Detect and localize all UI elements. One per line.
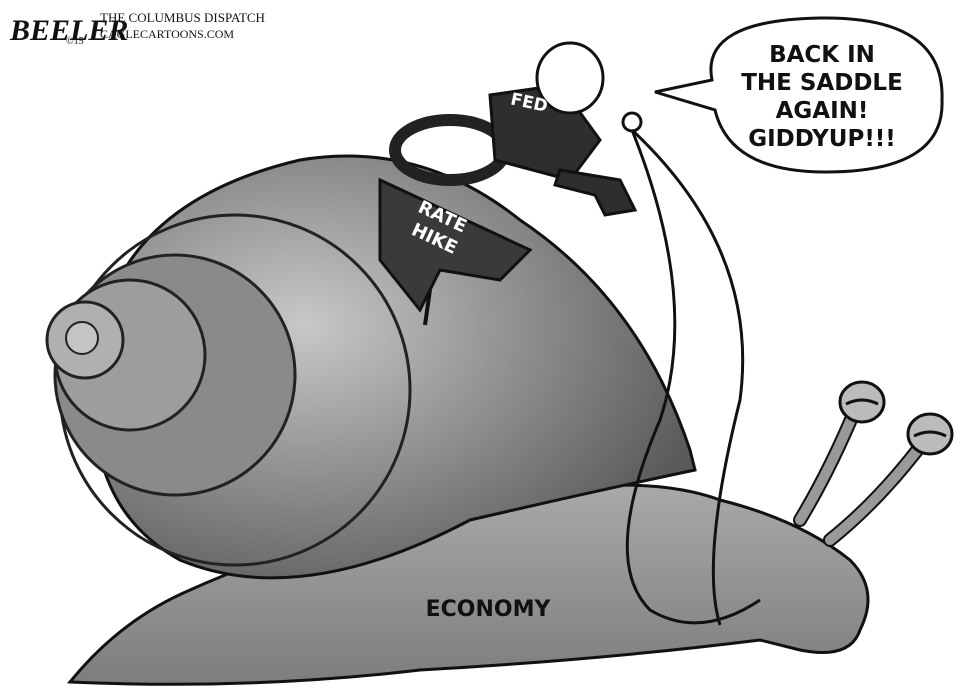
publication: THE COLUMBUS DISPATCH — [100, 10, 265, 25]
rein — [630, 128, 745, 626]
eye — [906, 412, 954, 456]
rein — [625, 129, 761, 625]
eye — [838, 380, 886, 424]
speech-line: THE SADDLE — [741, 70, 903, 96]
stirrup-strap — [423, 289, 432, 326]
copyright: ©15 — [66, 36, 84, 47]
tentacle-fill — [795, 405, 860, 525]
rider-leg — [553, 168, 638, 217]
speech-bubble — [654, 16, 944, 174]
speech-line: BACK IN — [769, 42, 875, 68]
snail-label: ECONOMY — [426, 597, 552, 622]
tentacle-fill — [825, 435, 930, 545]
artist-signature: BEELER — [9, 14, 128, 47]
eyelid — [913, 430, 947, 438]
saddle — [378, 177, 533, 313]
rider-head — [535, 41, 605, 115]
speech-line: GIDDYUP!!! — [748, 126, 896, 152]
speech-line: AGAIN! — [776, 98, 869, 124]
site: CAGLECARTOONS.COM — [100, 27, 234, 41]
rider-hand — [621, 111, 643, 133]
shell-tip — [65, 321, 99, 355]
eyelid — [845, 398, 879, 406]
